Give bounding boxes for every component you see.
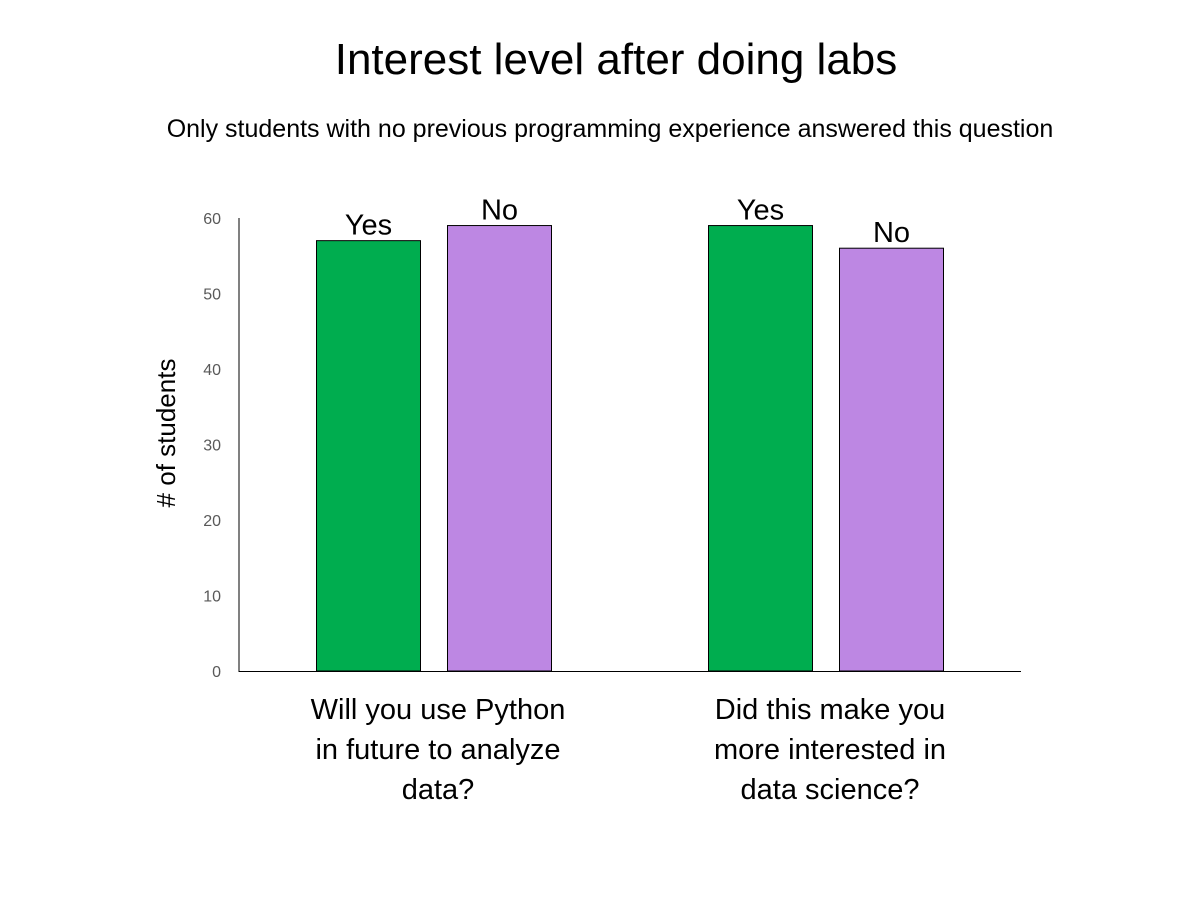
bar-labels: Yes No Yes No <box>345 195 910 250</box>
y-tick-label: 20 <box>203 513 221 530</box>
bar-label-yes: Yes <box>345 210 392 242</box>
category-label-line: data? <box>402 774 475 806</box>
bar-label-no: No <box>481 195 518 227</box>
bar-label-yes: Yes <box>737 195 784 227</box>
bar-no <box>447 225 552 672</box>
y-axis-ticks: 0 10 20 30 40 50 60 <box>203 211 221 681</box>
y-tick-label: 0 <box>212 664 221 681</box>
y-tick-label: 50 <box>203 287 221 304</box>
bar-series <box>316 225 944 672</box>
category-label-line: Will you use Python <box>311 694 566 726</box>
bar-label-no: No <box>873 217 910 249</box>
bar-yes <box>316 240 421 672</box>
y-tick-label: 30 <box>203 438 221 455</box>
bar-no <box>839 247 944 672</box>
chart-subtitle: Only students with no previous programmi… <box>167 115 1054 143</box>
chart-title: Interest level after doing labs <box>335 35 898 84</box>
category-label-line: in future to analyze <box>315 734 560 766</box>
y-axis-label: # of students <box>151 359 181 508</box>
category-label-line: Did this make you <box>715 694 946 726</box>
category-label-line: more interested in <box>714 734 946 766</box>
category-labels: Will you use Python in future to analyze d… <box>311 694 946 806</box>
y-tick-label: 40 <box>203 362 221 379</box>
category-label-line: data science? <box>741 774 920 806</box>
bar-yes <box>708 225 813 672</box>
y-tick-label: 60 <box>203 211 221 228</box>
y-tick-label: 10 <box>203 589 221 606</box>
